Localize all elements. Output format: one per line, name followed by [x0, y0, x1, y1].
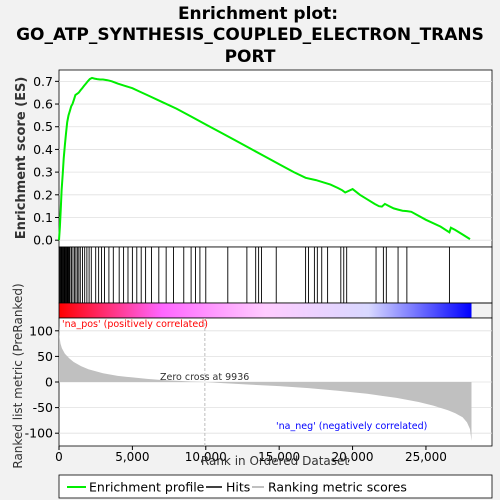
rank-y-tick-label: -100: [25, 426, 53, 441]
es-axis-label: Enrichment score (ES): [14, 77, 29, 240]
es-tick-label: 0.4: [33, 142, 53, 157]
rank-y-tick-label: -50: [33, 400, 53, 415]
figure-title: Enrichment plot: GO_ATP_SYNTHESIS_COUPLE…: [16, 4, 484, 67]
es-tick-label: 0.5: [33, 119, 53, 134]
es-tick-label: 0.2: [33, 187, 53, 202]
x-tick-label: 5,000: [115, 450, 149, 464]
enrichment-profile-line: [58, 76, 471, 241]
rank-y-tick-label: 50: [37, 349, 53, 364]
legend-label-enrichment: Enrichment profile: [89, 480, 205, 495]
es-tick-label: 0.0: [33, 233, 53, 248]
ranking-panel: 'na_pos' (positively correlated) 'na_neg…: [11, 283, 493, 469]
es-tick-label: 0.7: [33, 74, 53, 89]
es-tick-label: 0.6: [33, 97, 53, 112]
legend-label-ranking: Ranking metric scores: [268, 480, 407, 495]
zero-cross-label: Zero cross at 9936: [160, 372, 249, 383]
title-line-3: PORT: [225, 47, 276, 67]
hits-panel: [58, 246, 493, 319]
x-tick-label: 20,000: [332, 450, 374, 464]
x-tick-label: 25,000: [405, 450, 447, 464]
es-tick-label: 0.1: [33, 210, 53, 225]
ranking-metric-area: [59, 325, 472, 441]
x-tick-label: 15,000: [258, 450, 300, 464]
x-axis-label: Rank in Ordered Dataset: [201, 454, 349, 468]
negative-label: 'na_neg' (negatively correlated): [276, 421, 427, 432]
hits-plot-area: [58, 246, 493, 304]
legend-box: [58, 474, 493, 499]
rank-y-tick-label: 100: [29, 323, 53, 338]
positive-label: 'na_pos' (positively correlated): [62, 319, 208, 330]
title-line-2: GO_ATP_SYNTHESIS_COUPLED_ELECTRON_TRANS: [16, 25, 484, 45]
es-tick-label: 0.3: [33, 165, 53, 180]
title-line-1: Enrichment plot:: [178, 4, 338, 24]
legend-label-hits: Hits: [226, 480, 250, 495]
x-tick-label: 10,000: [185, 450, 227, 464]
ranking-color-bar: [59, 303, 472, 318]
x-tick-label: 0: [55, 450, 63, 464]
rank-y-tick-label: 0: [45, 375, 53, 390]
ranking-axis-label: Ranked list metric (PreRanked): [11, 283, 25, 468]
legend: Enrichment profile Hits Ranking metric s…: [58, 474, 493, 499]
enrichment-panel: 0.0 0.1 0.2 0.3 0.4 0.5 0.6 0.7 Enrichment scor…: [14, 69, 493, 248]
